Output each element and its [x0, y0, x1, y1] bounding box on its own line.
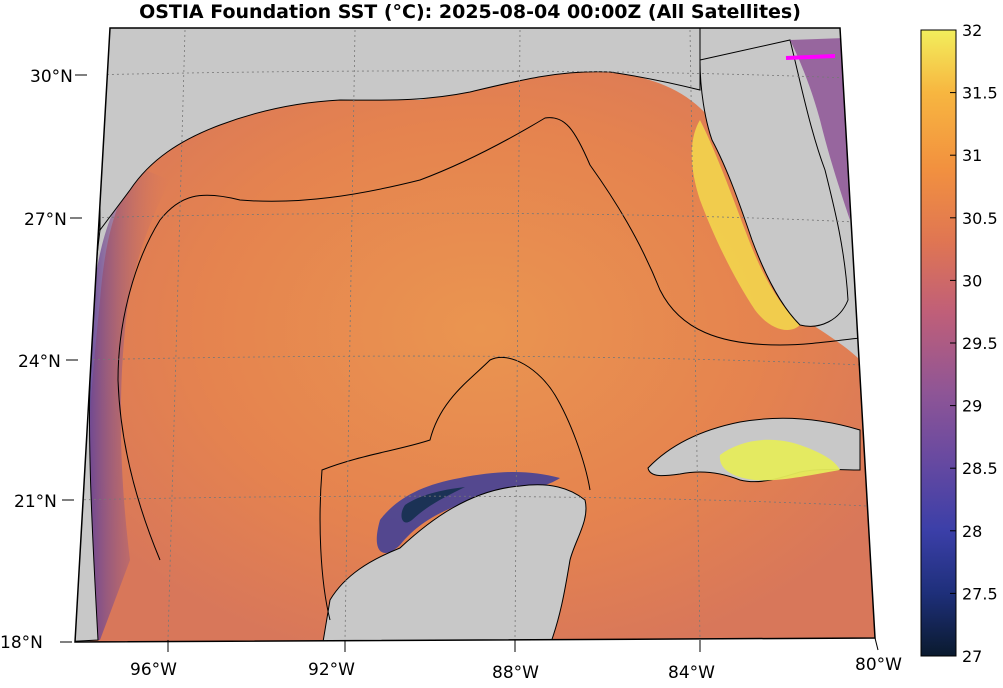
colorbar-label-27: 27 — [962, 647, 982, 666]
lat-label-21n: 21°N — [14, 492, 57, 512]
colorbar-label-31-5: 31.5 — [962, 84, 998, 103]
yucatan-coldest-core — [401, 487, 465, 523]
buoy-marker — [785, 54, 836, 60]
lat-label-30n: 30°N — [30, 67, 73, 87]
colorbar-label-28: 28 — [962, 522, 982, 541]
colorbar-label-29: 29 — [962, 397, 982, 416]
colorbar-label-27-5: 27.5 — [962, 584, 998, 603]
lat-label-18n: 18°N — [0, 633, 43, 653]
lon-label-96w: 96°W — [130, 660, 177, 680]
map-title: OSTIA Foundation SST (°C): 2025-08-04 00… — [139, 1, 801, 23]
axis-ticks — [60, 74, 879, 652]
shelf-contour-yucatan — [319, 356, 591, 621]
atlantic-water — [790, 38, 850, 220]
colorbar-label-31: 31 — [962, 146, 982, 165]
lat-label-27n: 27°N — [24, 210, 67, 230]
colorbar-label-28-5: 28.5 — [962, 459, 998, 478]
map-area — [75, 28, 875, 642]
shelf-contour-north — [117, 117, 861, 561]
lon-label-84w: 84°W — [668, 663, 715, 683]
lon-label-92w: 92°W — [308, 660, 355, 680]
west-coast-cool-band — [86, 168, 170, 640]
lat-label-24n: 24°N — [18, 352, 61, 372]
colorbar-label-32: 32 — [962, 21, 982, 40]
cuba-warm-shelf — [719, 439, 840, 481]
colorbar-label-30-5: 30.5 — [962, 209, 998, 228]
colorbar-label-30: 30 — [962, 271, 982, 290]
us-gulf-coast — [99, 28, 701, 232]
yucatan-peninsula — [319, 484, 587, 642]
lon-label-80w: 80°W — [855, 655, 902, 675]
graticule — [75, 29, 868, 641]
colorbar-ticks — [950, 29, 956, 657]
florida-shelf-warm — [691, 120, 800, 330]
lon-label-88w: 88°W — [492, 663, 539, 683]
colorbar-label-29-5: 29.5 — [962, 334, 998, 353]
florida-peninsula — [699, 39, 849, 327]
